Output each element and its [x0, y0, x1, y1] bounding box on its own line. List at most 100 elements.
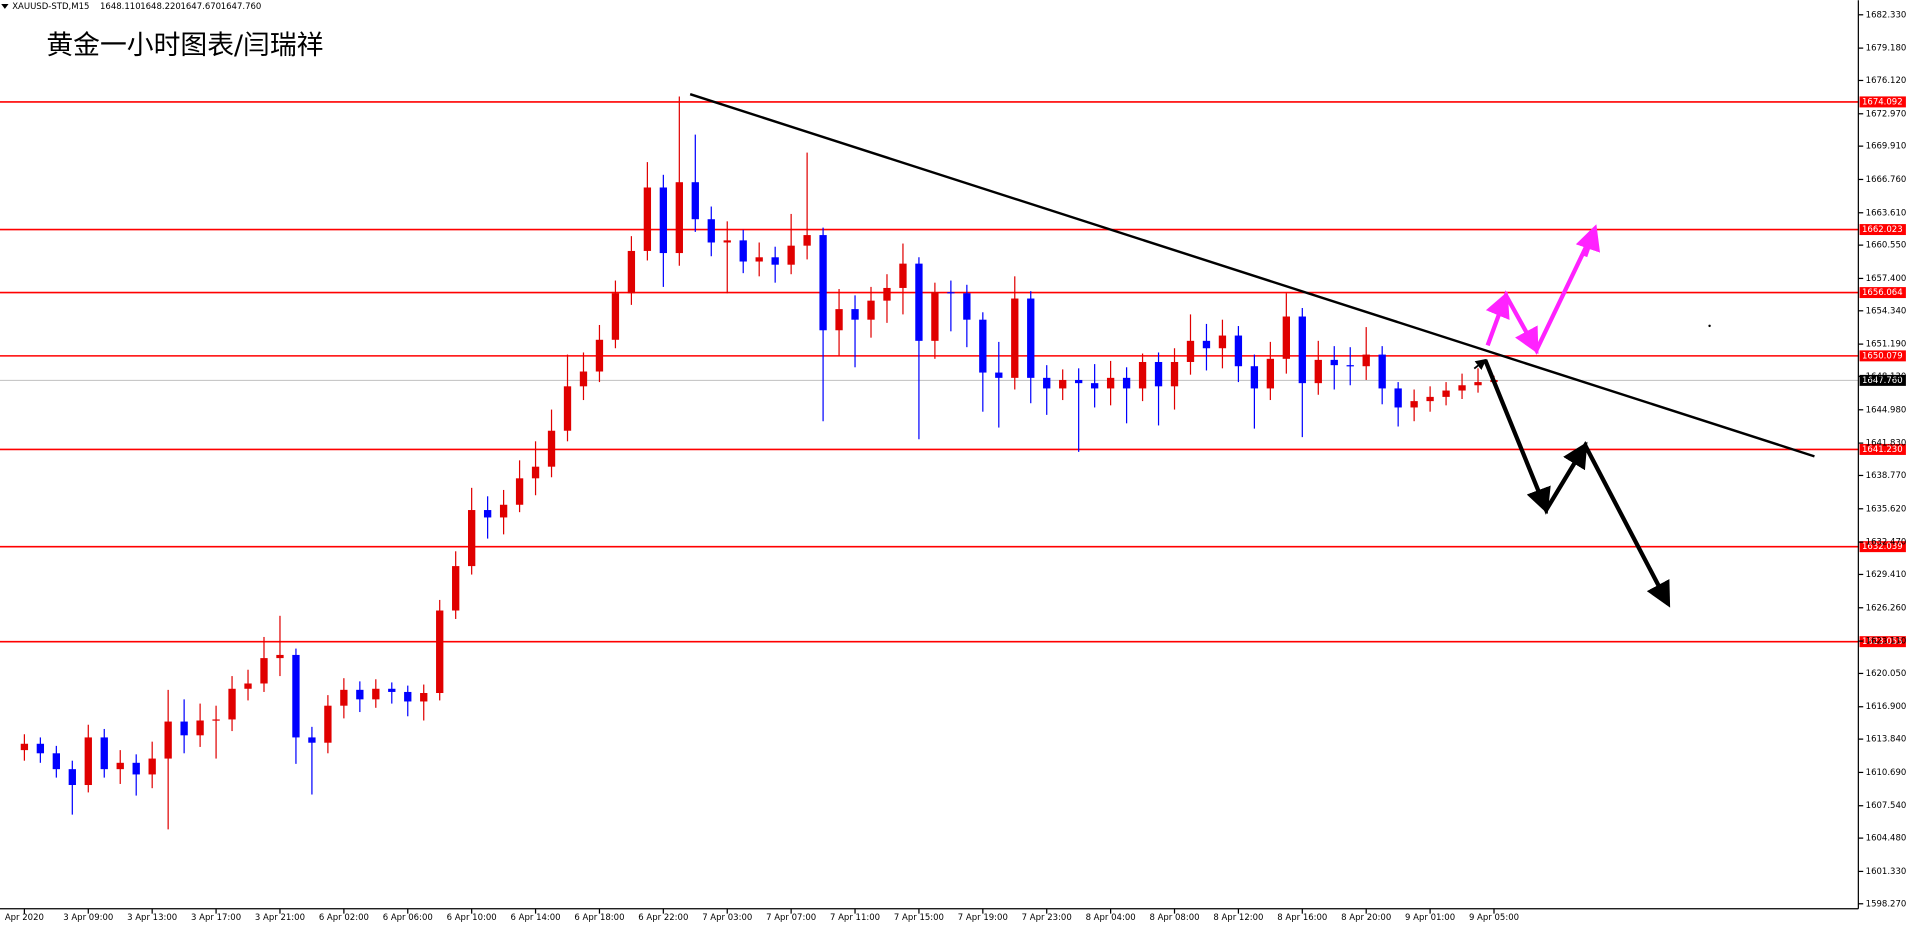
x-tick-label: 9 Apr 05:00 — [1469, 913, 1519, 923]
candle-body — [1154, 361, 1163, 387]
level-tag — [1859, 96, 1906, 108]
candle-body — [1122, 377, 1131, 389]
y-tick-label: 1598.270 — [1866, 899, 1907, 909]
bear-arrow-head — [1646, 579, 1671, 608]
candle-body — [1043, 377, 1051, 389]
y-tick-label: 1663.610 — [1866, 208, 1907, 218]
candle-body — [915, 263, 923, 341]
candle-body — [36, 743, 45, 754]
candle-body — [212, 719, 220, 721]
candle-body — [84, 737, 92, 786]
x-tick-label: 8 Apr 08:00 — [1149, 913, 1199, 923]
level-tag — [1859, 350, 1906, 362]
candle-body — [1410, 401, 1418, 408]
last-price-tag — [1859, 374, 1906, 386]
y-tick-label: 1676.120 — [1866, 76, 1907, 86]
candle-body — [1362, 354, 1370, 367]
candle-body — [851, 309, 859, 320]
candle-body — [52, 753, 60, 770]
x-tick-label: 7 Apr 07:00 — [766, 913, 816, 923]
y-tick-label: 1616.900 — [1866, 702, 1907, 712]
x-tick-label: 8 Apr 12:00 — [1213, 913, 1263, 923]
candle-body — [468, 510, 476, 567]
level-label: 1641.230 — [1862, 445, 1903, 455]
candle-body — [260, 658, 268, 684]
candle-body — [436, 610, 444, 694]
x-tick-label: 9 Apr 01:00 — [1405, 913, 1455, 923]
x-tick-label: 8 Apr 04:00 — [1086, 913, 1136, 923]
bear-arrow-head — [1563, 441, 1588, 471]
header-value: 1648.110 — [100, 2, 141, 12]
x-tick-label: 6 Apr 06:00 — [383, 913, 433, 923]
candle-body — [356, 689, 364, 700]
y-tick-label: 1601.330 — [1866, 867, 1907, 877]
level-label: 1656.064 — [1862, 288, 1903, 298]
candle-body — [1218, 335, 1227, 349]
bull-arrow-head — [1575, 224, 1601, 258]
candle-body — [1186, 340, 1195, 362]
candle-body — [1170, 361, 1179, 387]
candle-body — [1266, 358, 1275, 389]
y-tick-label: 1657.400 — [1866, 274, 1907, 284]
candle-body — [1426, 396, 1434, 402]
candle-body — [483, 510, 492, 518]
candle-body — [388, 688, 396, 692]
y-tick-label: 1632.470 — [1866, 538, 1907, 548]
candle-body — [819, 235, 827, 331]
x-tick-label: 3 Apr 09:00 — [63, 913, 113, 923]
candle-body — [1250, 366, 1259, 389]
candle-body — [579, 371, 588, 387]
candle-body — [515, 478, 524, 505]
candle-body — [755, 257, 763, 262]
candle-body — [1282, 316, 1290, 359]
candle-body — [308, 737, 316, 743]
x-tick-label: 6 Apr 10:00 — [447, 913, 497, 923]
candle-body — [1234, 335, 1243, 367]
candle-body — [292, 654, 300, 738]
candle-body — [787, 245, 795, 265]
candle-body — [691, 182, 699, 220]
candle-body — [164, 721, 172, 759]
x-tick-label: 6 Apr 14:00 — [511, 913, 561, 923]
candle-body — [675, 182, 683, 254]
bull-arrow-head — [1485, 291, 1510, 321]
y-tick-label: 1623.110 — [1866, 637, 1907, 647]
candle-body — [867, 300, 875, 320]
candle-body — [771, 257, 779, 265]
candle-body — [340, 689, 348, 706]
y-tick-label: 1613.840 — [1866, 735, 1907, 745]
candle-body — [420, 693, 428, 702]
candle-body — [1202, 340, 1211, 349]
level-tag — [1859, 287, 1906, 299]
y-tick-label: 1679.180 — [1866, 44, 1907, 54]
candle-body — [116, 762, 124, 770]
candle-body — [244, 683, 252, 689]
candle-body — [883, 287, 891, 301]
candle-body — [531, 466, 540, 479]
candle-body — [963, 293, 971, 320]
level-tag — [1859, 224, 1906, 236]
y-tick-label: 1641.830 — [1866, 439, 1907, 449]
candle-body — [1298, 316, 1306, 384]
last-price-label: 1647.760 — [1862, 376, 1903, 386]
candle-body — [899, 263, 907, 288]
candle-body — [1394, 388, 1402, 408]
candle-body — [627, 250, 636, 294]
y-tick-label: 1672.970 — [1866, 109, 1907, 119]
x-tick-label: 7 Apr 23:00 — [1022, 913, 1072, 923]
y-tick-label: 1638.770 — [1866, 471, 1907, 481]
candle-body — [643, 187, 652, 251]
y-tick-label: 1635.620 — [1866, 504, 1907, 514]
x-tick-label: 6 Apr 22:00 — [638, 913, 688, 923]
candle-body — [659, 187, 668, 254]
candle-body — [1330, 359, 1338, 366]
candle-body — [547, 430, 556, 467]
candle-body — [132, 762, 140, 775]
candle-body — [100, 737, 108, 770]
trend-line — [689, 93, 1815, 458]
candle-body — [452, 566, 460, 611]
small-arrow — [1473, 358, 1487, 370]
level-label: 1674.092 — [1862, 97, 1903, 107]
candle-body — [324, 705, 332, 743]
